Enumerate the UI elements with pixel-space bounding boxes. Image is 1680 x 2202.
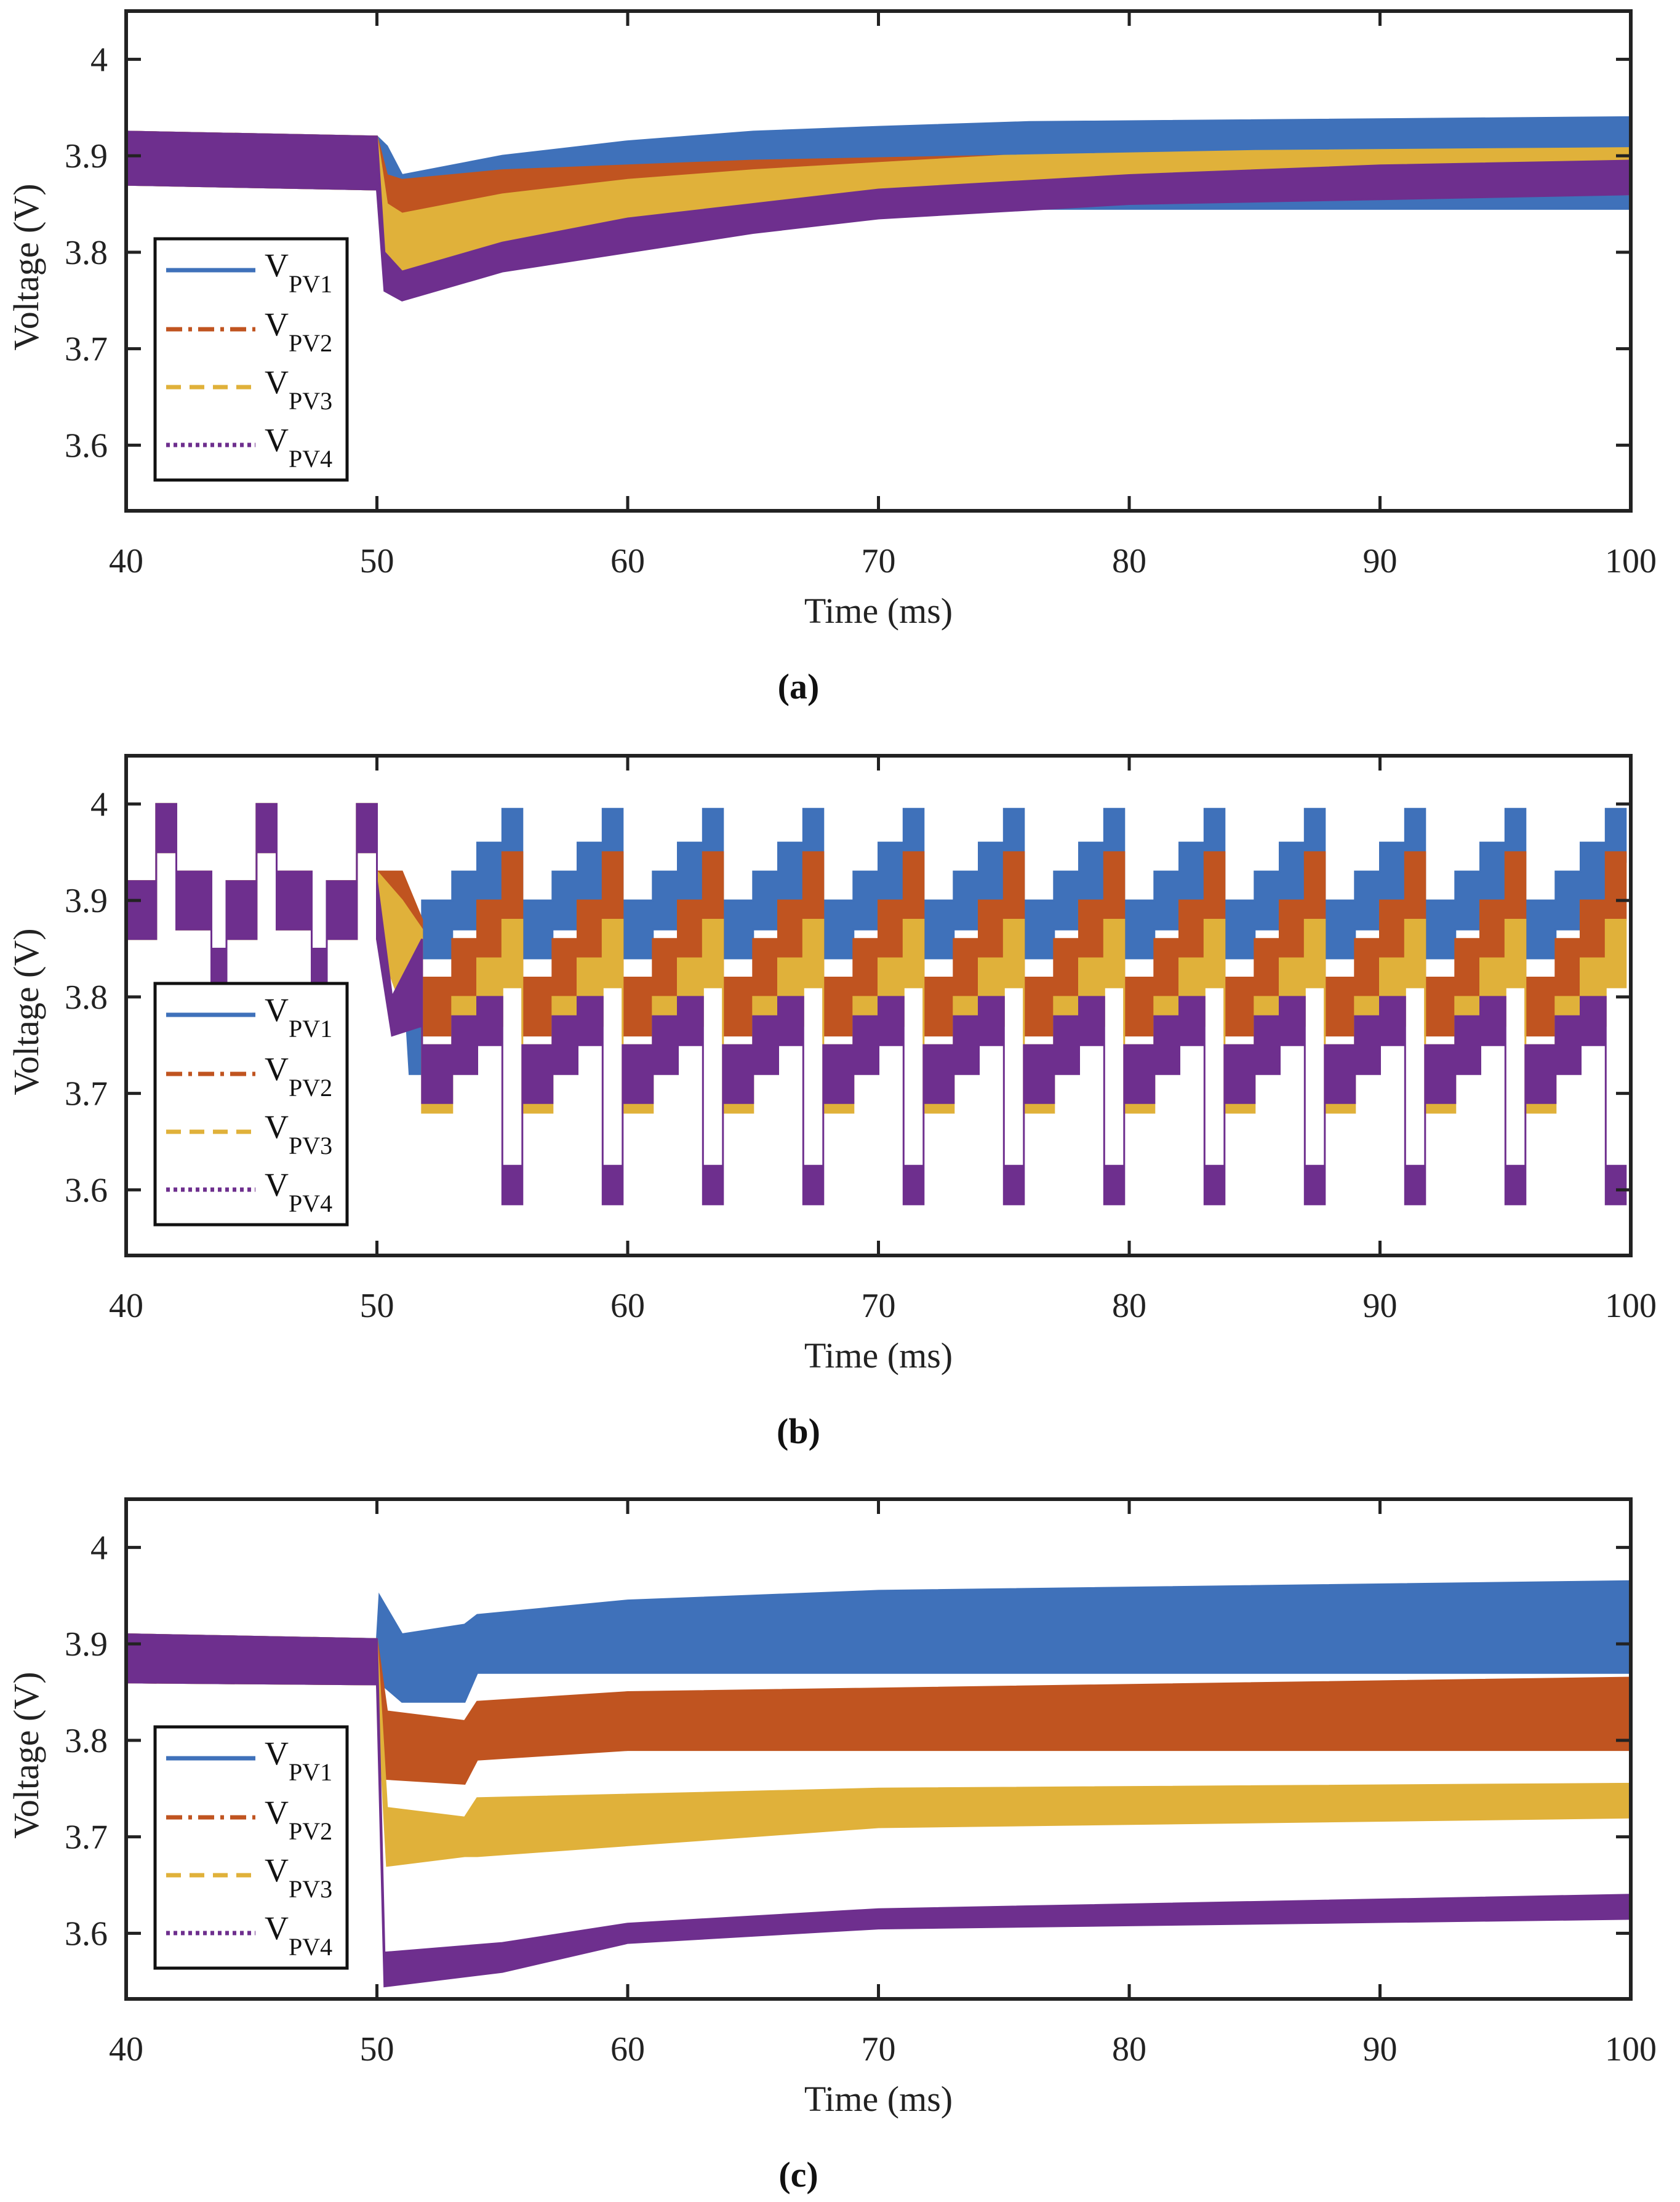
x-tick-label: 60 — [610, 1287, 645, 1325]
subplot-b: 40 50 60 70 80 90 100 3.6 3.7 3.8 3.9 4 Time (ms) Vol… — [6, 754, 1657, 1451]
x-tick-label: 50 — [360, 542, 394, 580]
legend-symbol: V — [265, 247, 289, 284]
legend-label-pv3: VPV3 — [265, 1108, 332, 1159]
y-tick-label: 4 — [90, 41, 108, 79]
legend-symbol: V — [265, 422, 289, 458]
series-band-pv4 — [126, 1633, 1631, 1988]
series-band-pv4 — [126, 130, 1631, 302]
x-tick-label: 40 — [109, 542, 143, 580]
y-tick-label: 3.9 — [65, 137, 108, 175]
x-tick-label: 70 — [862, 2030, 896, 2068]
legend-subscript: PV2 — [289, 1074, 332, 1102]
legend-label-pv1: VPV1 — [265, 1735, 332, 1786]
axes-frame — [124, 9, 1633, 513]
subplot-c: 40 50 60 70 80 90 100 3.6 3.7 3.8 3.9 4 Time (ms) Vol… — [6, 1497, 1657, 2195]
y-tick-label: 3.8 — [65, 234, 108, 272]
legend-symbol: V — [265, 1108, 289, 1145]
y-tick-label: 3.6 — [65, 426, 108, 465]
plot-area — [126, 803, 1627, 1206]
legend-symbol: V — [265, 1166, 289, 1203]
subplot-caption: (c) — [778, 2155, 818, 2195]
x-tick-label: 100 — [1605, 1287, 1657, 1325]
legend-subscript: PV2 — [289, 329, 332, 357]
y-axis-label: Voltage (V) — [6, 183, 46, 350]
y-axis-label: Voltage (V) — [6, 1672, 46, 1838]
x-tick-label: 40 — [109, 1287, 143, 1325]
legend-label-pv4: VPV4 — [265, 1166, 332, 1217]
x-tick-label: 90 — [1363, 2030, 1398, 2068]
y-tick-label: 3.9 — [65, 1625, 108, 1664]
x-tick-label: 70 — [862, 542, 896, 580]
subplot-caption: (b) — [777, 1411, 820, 1451]
x-tick-label: 50 — [360, 1287, 394, 1325]
x-tick-label: 60 — [610, 2030, 645, 2068]
legend-label-pv4: VPV4 — [265, 422, 332, 473]
subplot-caption: (a) — [778, 667, 820, 707]
legend-subscript: PV3 — [289, 1132, 332, 1159]
y-tick-label: 3.7 — [65, 330, 108, 369]
legend-label-pv3: VPV3 — [265, 1852, 332, 1903]
legend-subscript: PV3 — [289, 387, 332, 415]
subplot-a: 40 50 60 70 80 90 100 3.6 3.7 3.8 3.9 4 Time (ms) Vol… — [6, 9, 1657, 707]
legend-label-pv1: VPV1 — [265, 247, 332, 298]
y-tick-label: 3.6 — [65, 1171, 108, 1209]
legend-subscript: PV1 — [289, 1015, 332, 1043]
legend-symbol: V — [265, 1794, 289, 1831]
legend-symbol: V — [265, 1735, 289, 1772]
series-band-pv4 — [126, 803, 1627, 1206]
legend-label-pv4: VPV4 — [265, 1910, 332, 1961]
legend-label-pv2: VPV2 — [265, 1794, 332, 1845]
y-tick-label: 3.7 — [65, 1819, 108, 1857]
legend-subscript: PV3 — [289, 1875, 332, 1903]
y-axis-label: Voltage (V) — [6, 928, 46, 1095]
plot-area — [126, 116, 1631, 302]
y-tick-label: 3.8 — [65, 979, 108, 1017]
x-tick-label: 90 — [1363, 542, 1398, 580]
legend-label-pv1: VPV1 — [265, 991, 332, 1043]
x-tick-label: 50 — [360, 2030, 394, 2068]
legend-label-pv2: VPV2 — [265, 1051, 332, 1102]
y-tick-label: 3.8 — [65, 1722, 108, 1760]
y-tick-label: 4 — [90, 785, 108, 823]
x-tick-label: 100 — [1605, 542, 1657, 580]
legend-subscript: PV2 — [289, 1817, 332, 1845]
legend-box — [153, 237, 349, 482]
legend-subscript: PV1 — [289, 270, 332, 298]
x-tick-label: 100 — [1605, 2030, 1657, 2068]
x-tick-label: 80 — [1112, 542, 1146, 580]
y-tick-label: 4 — [90, 1529, 108, 1567]
x-axis-label: Time (ms) — [804, 591, 953, 631]
x-tick-label: 80 — [1112, 2030, 1146, 2068]
x-tick-label: 40 — [109, 2030, 143, 2068]
legend-box — [153, 982, 349, 1227]
y-tick-label: 3.9 — [65, 882, 108, 920]
legend-subscript: PV1 — [289, 1758, 332, 1786]
legend-symbol: V — [265, 1852, 289, 1889]
x-tick-label: 70 — [862, 1287, 896, 1325]
legend-symbol: V — [265, 991, 289, 1028]
x-axis-label: Time (ms) — [804, 1335, 953, 1375]
y-tick-label: 3.7 — [65, 1075, 108, 1113]
legend-label-pv2: VPV2 — [265, 306, 332, 357]
x-axis-label: Time (ms) — [804, 2079, 953, 2119]
legend-symbol: V — [265, 306, 289, 343]
plot-area — [126, 1580, 1631, 1988]
legend-symbol: V — [265, 1051, 289, 1087]
legend-box — [153, 1725, 349, 1970]
y-tick-label: 3.6 — [65, 1915, 108, 1953]
x-tick-label: 60 — [610, 542, 645, 580]
legend-subscript: PV4 — [289, 1190, 332, 1217]
legend-label-pv3: VPV3 — [265, 364, 332, 415]
legend-symbol: V — [265, 364, 289, 401]
legend-symbol: V — [265, 1910, 289, 1947]
x-tick-label: 90 — [1363, 1287, 1398, 1325]
legend-subscript: PV4 — [289, 445, 332, 473]
x-tick-label: 80 — [1112, 1287, 1146, 1325]
legend-subscript: PV4 — [289, 1933, 332, 1961]
